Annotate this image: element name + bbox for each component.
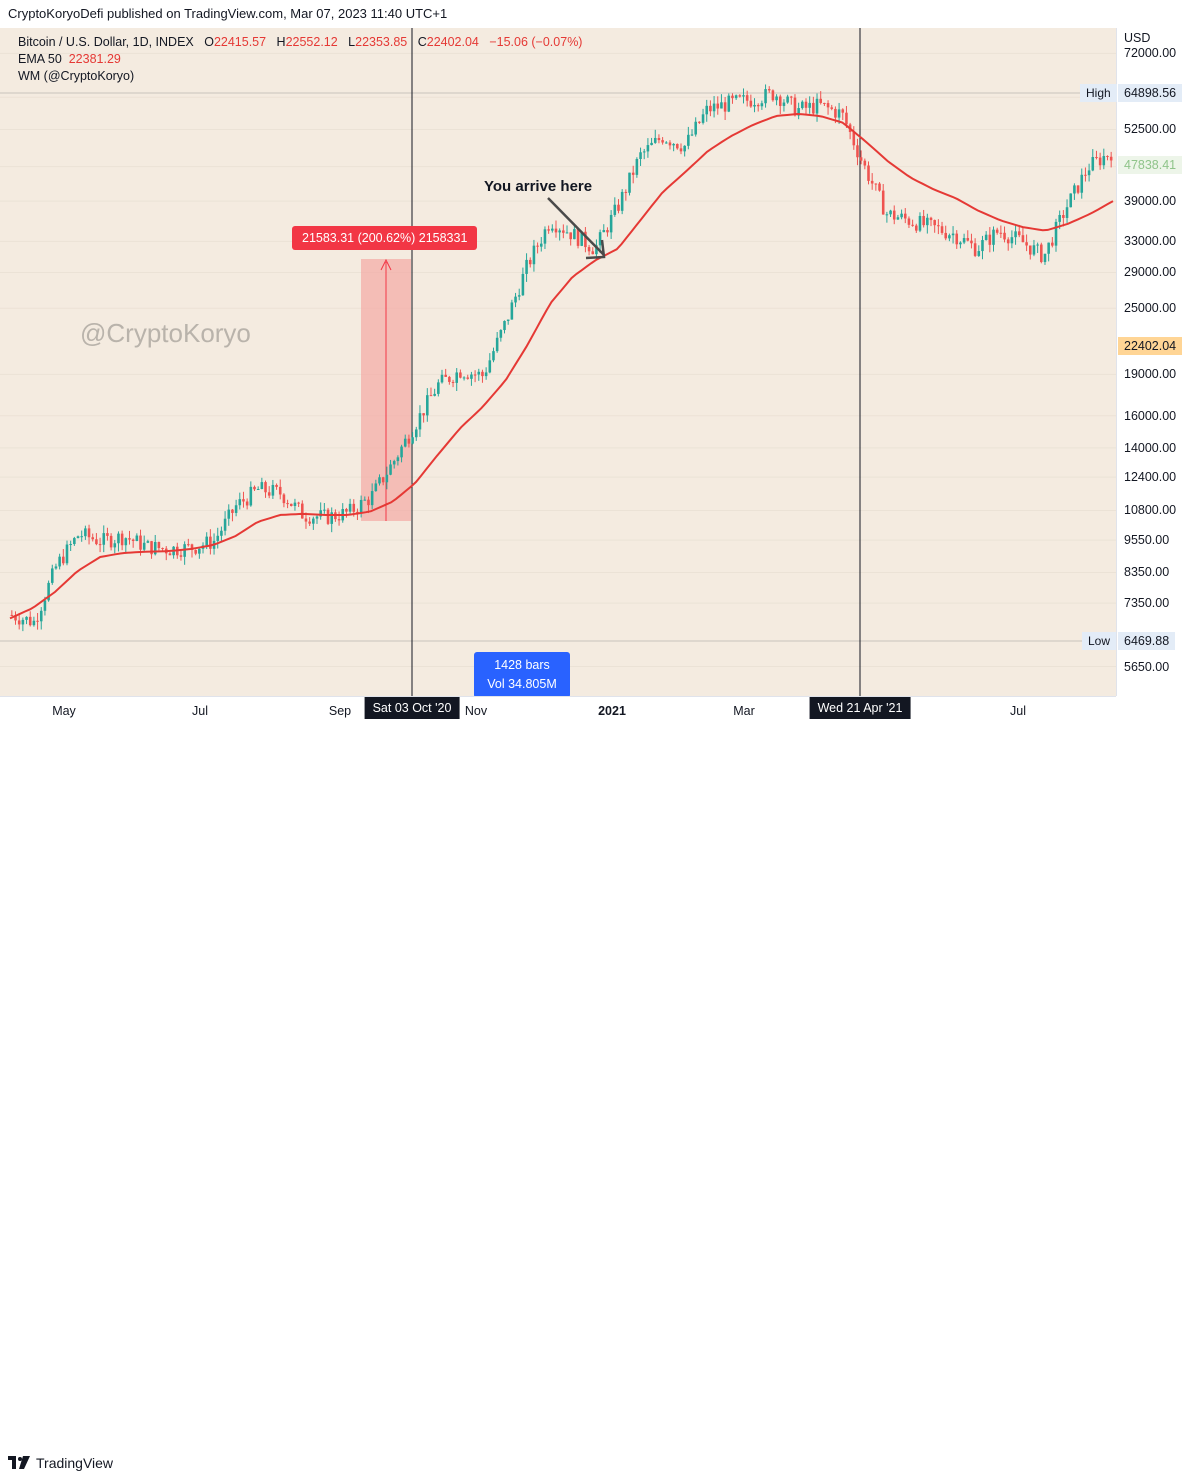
time-tick-mar: Mar	[733, 704, 755, 718]
bars-count: 1428 bars	[494, 658, 550, 672]
legend-high: 22552.12	[285, 35, 338, 49]
legend-o-label: O	[204, 35, 214, 49]
legend-h-label: H	[276, 35, 286, 49]
time-tick-sep: Sep	[328, 704, 352, 718]
legend-change: −15.06 (−0.07%)	[489, 35, 583, 49]
legend-wm[interactable]: WM (@CryptoKoryo)	[18, 69, 135, 83]
price-tick-label: 10800.00	[1124, 503, 1177, 518]
price-tick-label: 39000.00	[1124, 194, 1177, 209]
legend-symbol: Bitcoin / U.S. Dollar, 1D, INDEX	[18, 35, 194, 49]
footer: TradingView	[0, 724, 1200, 1471]
price-tick-label: 72000.00	[1124, 46, 1177, 61]
price-tick-label: 7350.00	[1124, 596, 1170, 611]
price-tick-label: 12400.00	[1124, 470, 1177, 485]
price-tick-label: 19000.00	[1124, 367, 1177, 382]
currency-label: USD	[1124, 31, 1151, 45]
price-tick-label: 29000.00	[1124, 265, 1177, 280]
last-price-badge: 22402.04	[1118, 337, 1183, 355]
legend-ema-label: EMA 50	[18, 52, 62, 66]
time-tick-may: May	[52, 704, 76, 718]
legend-ema-value: 22381.29	[68, 52, 121, 66]
price-tick-label: 8350.00	[1124, 565, 1170, 580]
time-tick-2021: 2021	[598, 704, 626, 718]
crosshair-date-left: Sat 03 Oct '20	[364, 697, 460, 719]
legend-low: 22353.85	[355, 35, 408, 49]
price-tick-label: 14000.00	[1124, 440, 1177, 455]
time-tick-jul-2021: Jul	[1010, 704, 1026, 718]
high-value-badge: 64898.56	[1118, 84, 1183, 102]
chart-area[interactable]	[0, 28, 1116, 696]
legend-open: 22415.57	[213, 35, 267, 49]
legend-l-label: L	[348, 35, 356, 49]
publish-header: CryptoKoryoDefi published on TradingView…	[0, 0, 1200, 28]
volume-total: Vol 34.805M	[487, 677, 557, 691]
chart-legend: Bitcoin / U.S. Dollar, 1D, INDEX O22415.…	[18, 34, 582, 85]
price-tick-label: 16000.00	[1124, 408, 1177, 423]
low-value-badge: 6469.88	[1118, 632, 1176, 650]
time-axis[interactable]	[0, 696, 1116, 724]
tradingview-logo-icon	[8, 1456, 30, 1469]
watermark-text: @CryptoKoryo	[80, 318, 251, 348]
footer-brand: TradingView	[36, 1455, 114, 1471]
low-tag: Low	[1082, 632, 1117, 650]
legend-ema[interactable]: EMA 50 22381.29	[18, 51, 582, 68]
legend-c-label: C	[417, 35, 427, 49]
publish-info: CryptoKoryoDefi published on TradingView…	[8, 6, 448, 21]
measure-label: 21583.31 (200.62%) 2158331	[292, 226, 478, 250]
price-tick-label: 52500.00	[1124, 122, 1177, 137]
price-tick-label: 33000.00	[1124, 234, 1177, 249]
price-tick-label: 9550.00	[1124, 533, 1170, 548]
price-tick-label: 5650.00	[1124, 659, 1170, 674]
tradingview-logo[interactable]: TradingView	[8, 1455, 113, 1471]
time-tick-jul: Jul	[192, 704, 208, 718]
time-tick-nov: Nov	[464, 704, 488, 718]
ghost-value-badge: 47838.41	[1118, 156, 1183, 174]
legend-close: 22402.04	[426, 35, 479, 49]
legend-ohlc: Bitcoin / U.S. Dollar, 1D, INDEX O22415.…	[18, 34, 582, 51]
annotation-text: You arrive here	[484, 178, 593, 195]
high-tag: High	[1080, 84, 1117, 102]
crosshair-date-right: Wed 21 Apr '21	[809, 697, 911, 719]
price-scale[interactable]	[1116, 28, 1200, 696]
price-tick-label: 25000.00	[1124, 301, 1177, 316]
range-info-box: 1428 bars Vol 34.805M	[474, 652, 570, 698]
